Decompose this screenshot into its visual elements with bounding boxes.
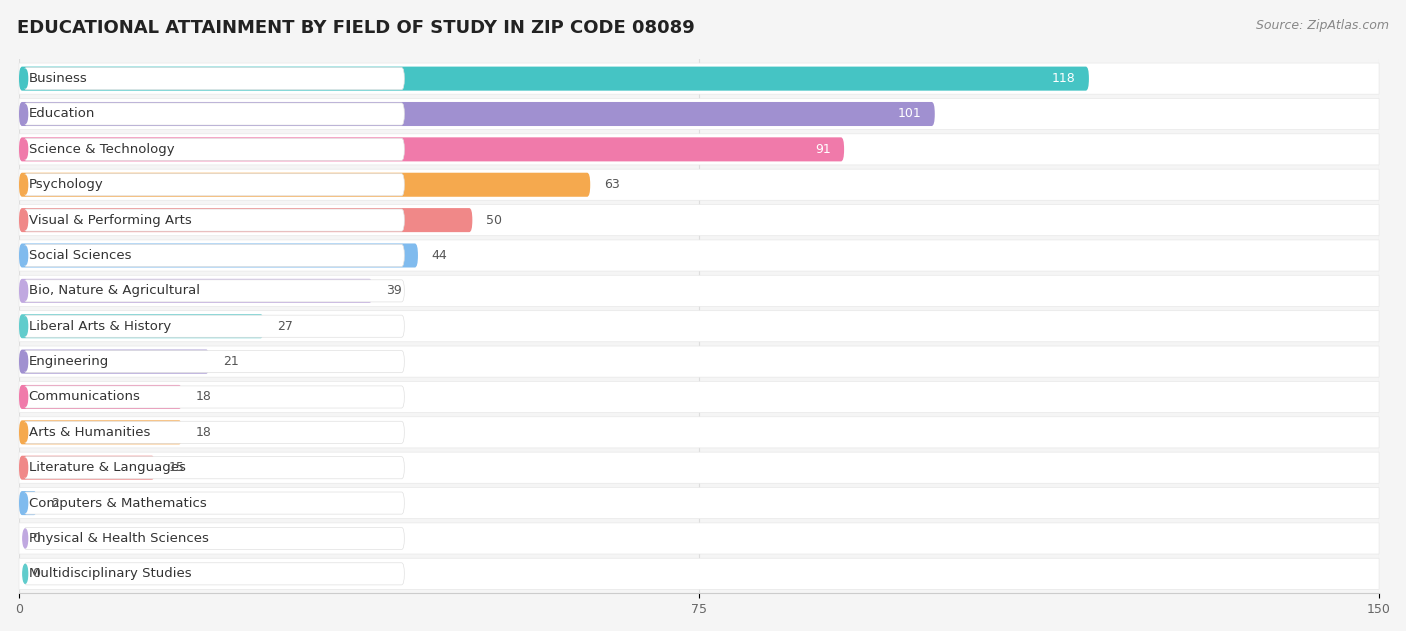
Circle shape — [22, 352, 28, 371]
Text: 21: 21 — [224, 355, 239, 368]
FancyBboxPatch shape — [20, 314, 264, 338]
FancyBboxPatch shape — [24, 315, 405, 338]
FancyBboxPatch shape — [20, 63, 1379, 94]
FancyBboxPatch shape — [20, 385, 183, 409]
FancyBboxPatch shape — [20, 275, 1379, 307]
Text: 0: 0 — [32, 532, 41, 545]
Text: Visual & Performing Arts: Visual & Performing Arts — [28, 214, 191, 227]
Text: Physical & Health Sciences: Physical & Health Sciences — [28, 532, 208, 545]
Text: Business: Business — [28, 72, 87, 85]
Text: 39: 39 — [387, 285, 402, 297]
Text: Multidisciplinary Studies: Multidisciplinary Studies — [28, 567, 191, 581]
FancyBboxPatch shape — [20, 279, 373, 303]
Text: Liberal Arts & History: Liberal Arts & History — [28, 320, 172, 333]
Circle shape — [22, 281, 28, 300]
FancyBboxPatch shape — [20, 173, 591, 197]
FancyBboxPatch shape — [24, 457, 405, 479]
FancyBboxPatch shape — [24, 492, 405, 514]
FancyBboxPatch shape — [20, 98, 1379, 129]
FancyBboxPatch shape — [20, 240, 1379, 271]
Circle shape — [22, 564, 28, 583]
FancyBboxPatch shape — [24, 280, 405, 302]
FancyBboxPatch shape — [24, 528, 405, 550]
Text: Computers & Mathematics: Computers & Mathematics — [28, 497, 207, 510]
Text: Science & Technology: Science & Technology — [28, 143, 174, 156]
FancyBboxPatch shape — [20, 350, 209, 374]
Circle shape — [22, 529, 28, 548]
Text: Bio, Nature & Agricultural: Bio, Nature & Agricultural — [28, 285, 200, 297]
Text: Communications: Communications — [28, 391, 141, 403]
Text: Engineering: Engineering — [28, 355, 108, 368]
Text: 2: 2 — [51, 497, 59, 510]
FancyBboxPatch shape — [20, 558, 1379, 589]
Circle shape — [22, 175, 28, 194]
Text: Arts & Humanities: Arts & Humanities — [28, 426, 150, 439]
Circle shape — [22, 387, 28, 406]
Circle shape — [22, 317, 28, 336]
Text: Literature & Languages: Literature & Languages — [28, 461, 186, 475]
FancyBboxPatch shape — [20, 420, 183, 444]
Text: Education: Education — [28, 107, 96, 121]
Text: 15: 15 — [169, 461, 184, 475]
Text: 27: 27 — [277, 320, 294, 333]
FancyBboxPatch shape — [20, 491, 37, 515]
FancyBboxPatch shape — [24, 103, 405, 125]
Circle shape — [22, 246, 28, 265]
FancyBboxPatch shape — [20, 102, 935, 126]
FancyBboxPatch shape — [24, 209, 405, 231]
FancyBboxPatch shape — [20, 204, 1379, 235]
Circle shape — [22, 211, 28, 230]
Text: 18: 18 — [195, 391, 212, 403]
Circle shape — [22, 493, 28, 512]
Text: 0: 0 — [32, 567, 41, 581]
FancyBboxPatch shape — [24, 174, 405, 196]
Text: 18: 18 — [195, 426, 212, 439]
FancyBboxPatch shape — [20, 138, 844, 162]
FancyBboxPatch shape — [20, 488, 1379, 519]
FancyBboxPatch shape — [20, 67, 1088, 91]
FancyBboxPatch shape — [24, 244, 405, 266]
FancyBboxPatch shape — [20, 208, 472, 232]
Text: Source: ZipAtlas.com: Source: ZipAtlas.com — [1256, 19, 1389, 32]
FancyBboxPatch shape — [20, 523, 1379, 554]
Text: 44: 44 — [432, 249, 447, 262]
Text: 118: 118 — [1052, 72, 1076, 85]
FancyBboxPatch shape — [24, 351, 405, 373]
FancyBboxPatch shape — [24, 138, 405, 160]
FancyBboxPatch shape — [20, 310, 1379, 342]
Text: 63: 63 — [603, 178, 620, 191]
FancyBboxPatch shape — [20, 169, 1379, 200]
Circle shape — [22, 105, 28, 124]
FancyBboxPatch shape — [20, 244, 418, 268]
Circle shape — [22, 423, 28, 442]
FancyBboxPatch shape — [20, 416, 1379, 448]
Text: 101: 101 — [897, 107, 921, 121]
FancyBboxPatch shape — [20, 381, 1379, 413]
Circle shape — [22, 69, 28, 88]
FancyBboxPatch shape — [20, 452, 1379, 483]
FancyBboxPatch shape — [20, 134, 1379, 165]
Text: EDUCATIONAL ATTAINMENT BY FIELD OF STUDY IN ZIP CODE 08089: EDUCATIONAL ATTAINMENT BY FIELD OF STUDY… — [17, 19, 695, 37]
Circle shape — [22, 458, 28, 477]
Circle shape — [22, 140, 28, 159]
FancyBboxPatch shape — [24, 68, 405, 90]
FancyBboxPatch shape — [24, 563, 405, 585]
Text: Social Sciences: Social Sciences — [28, 249, 131, 262]
FancyBboxPatch shape — [20, 456, 155, 480]
Text: 50: 50 — [486, 214, 502, 227]
FancyBboxPatch shape — [24, 386, 405, 408]
Text: 91: 91 — [814, 143, 831, 156]
FancyBboxPatch shape — [24, 422, 405, 444]
FancyBboxPatch shape — [20, 346, 1379, 377]
Text: Psychology: Psychology — [28, 178, 104, 191]
